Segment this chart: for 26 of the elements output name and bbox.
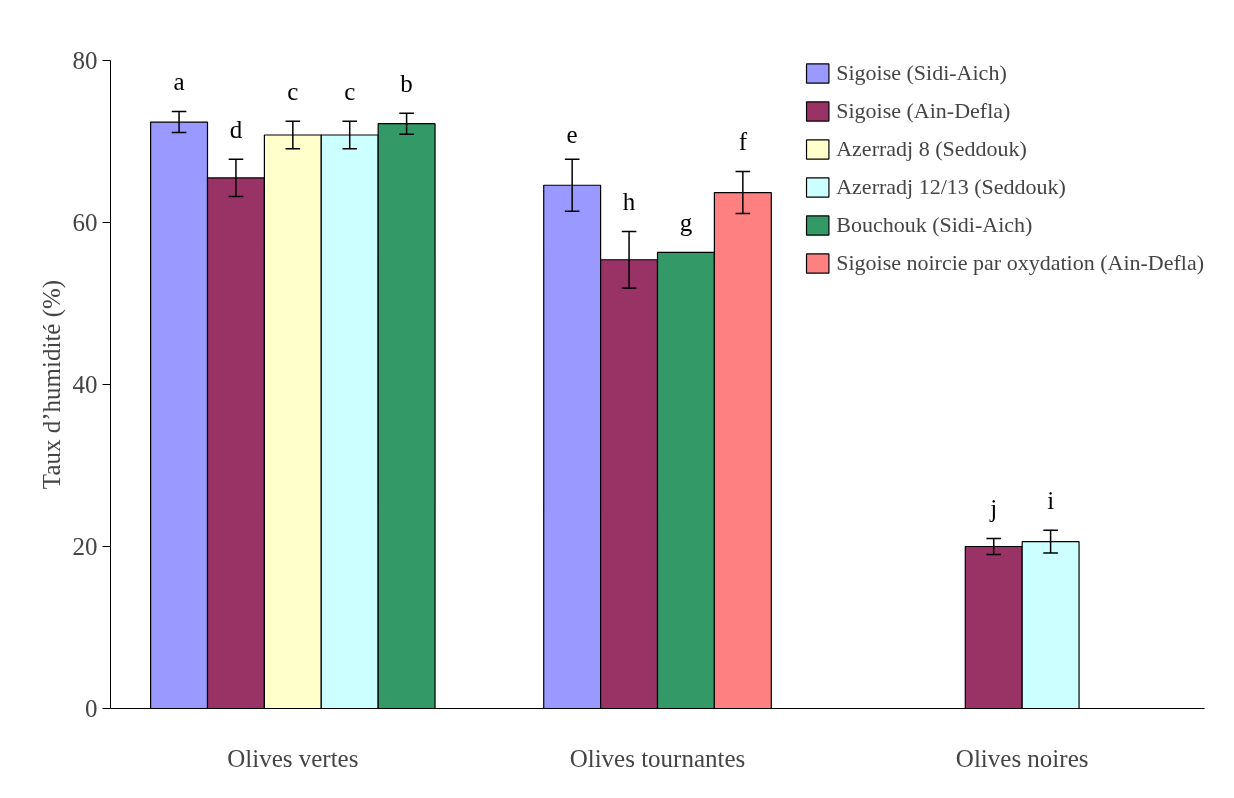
data-label: a	[173, 68, 185, 96]
data-label: i	[1047, 487, 1055, 515]
y-tick-label: 0	[85, 695, 98, 722]
x-tick-label: Olives tournantes	[569, 744, 746, 772]
x-tick-label: Olives vertes	[227, 744, 359, 772]
legend-label: Azerradj 8 (Seddouk)	[836, 136, 1028, 162]
y-tick-label: 80	[72, 47, 98, 74]
data-label: c	[287, 78, 299, 106]
legend-label: Sigoise noircie par oxydation (Ain-Defla)	[836, 250, 1204, 276]
legend-label: Azerradj 12/13 (Seddouk)	[836, 174, 1067, 200]
y-tick-label: 20	[72, 533, 98, 560]
data-label: c	[344, 78, 356, 106]
legend-label: Sigoise (Ain-Defla)	[836, 98, 1012, 124]
y-tick-label: 60	[72, 209, 98, 236]
y-tick-label: 40	[72, 371, 98, 398]
data-label: d	[229, 116, 243, 144]
legend-label: Sigoise (Sidi-Aich)	[836, 60, 1008, 86]
data-label: h	[622, 188, 636, 216]
data-label: f	[738, 128, 748, 156]
legend-label: Bouchouk (Sidi-Aich)	[836, 212, 1034, 238]
y-axis-title: Taux d’humidité (%)	[37, 279, 66, 490]
data-label: j	[989, 495, 998, 523]
data-label: b	[400, 69, 413, 97]
data-label: e	[566, 121, 578, 149]
data-label: g	[679, 209, 693, 237]
x-tick-label: Olives noires	[955, 744, 1089, 772]
